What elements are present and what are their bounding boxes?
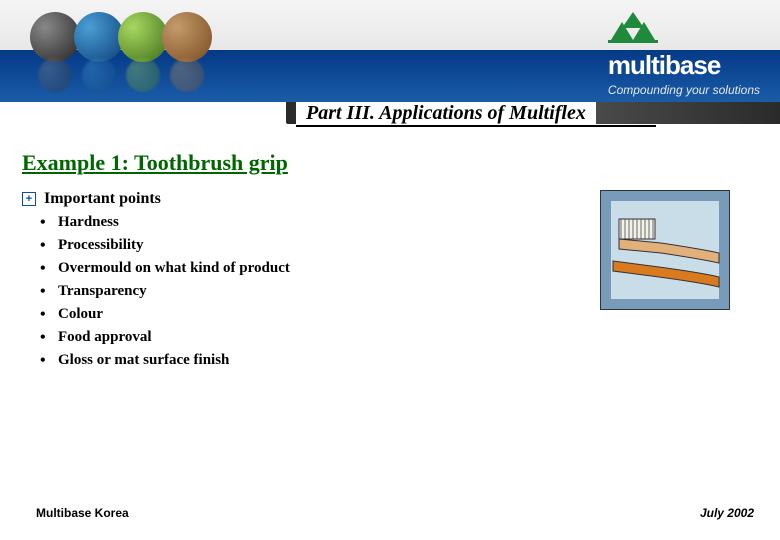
- section-title: Part III. Applications of Multiflex: [296, 102, 596, 124]
- illustration-inner: [611, 201, 719, 299]
- important-points-heading: Important points: [44, 190, 161, 208]
- sphere-icon: [30, 12, 80, 62]
- sphere-icon: [162, 12, 212, 62]
- sphere-icon: [118, 12, 168, 62]
- brand-logo-area: multibase Compounding your solutions: [608, 10, 760, 97]
- brand-name: multibase: [608, 50, 760, 81]
- section-title-underline: [296, 125, 656, 127]
- header-banner: multibase Compounding your solutions: [0, 0, 780, 102]
- toothbrush-illustration: [600, 190, 730, 310]
- list-item: Food approval: [58, 326, 758, 349]
- brand-logo-icon: [608, 10, 658, 44]
- example-title: Example 1: Toothbrush grip: [22, 150, 758, 176]
- section-title-bar: Part III. Applications of Multiflex: [0, 102, 780, 132]
- header-spheres: [30, 12, 202, 67]
- toothbrush-icon: [611, 201, 721, 301]
- footer-left: Multibase Korea: [36, 506, 129, 520]
- sphere-icon: [74, 12, 124, 62]
- footer-right: July 2002: [700, 506, 754, 520]
- list-item: Gloss or mat surface finish: [58, 349, 758, 372]
- brand-tagline: Compounding your solutions: [608, 83, 760, 97]
- plus-icon: +: [22, 192, 36, 206]
